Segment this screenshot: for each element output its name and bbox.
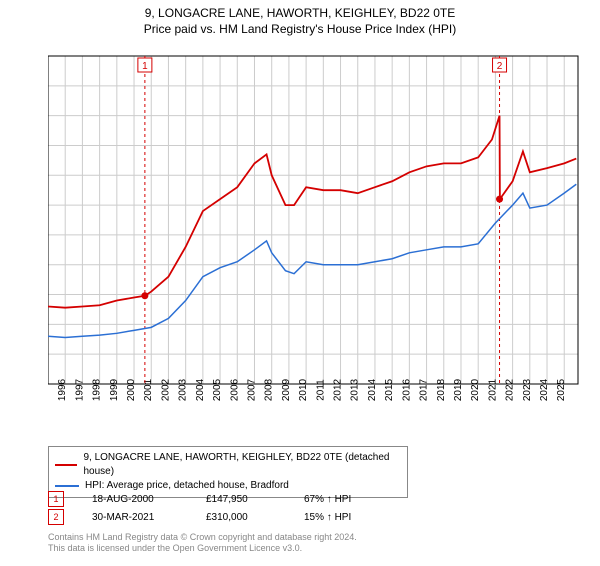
footer-line1: Contains HM Land Registry data © Crown c… (48, 532, 357, 543)
xtick-label: 2017 (419, 378, 430, 401)
xtick-label: 2007 (246, 378, 257, 401)
legend-swatch (55, 464, 77, 466)
sale-date: 18-AUG-2000 (92, 494, 178, 505)
footer: Contains HM Land Registry data © Crown c… (48, 532, 357, 554)
sale-price: £147,950 (206, 494, 276, 505)
chart-area: £0£50K£100K£150K£200K£250K£300K£350K£400… (48, 50, 584, 420)
legend-item: 9, LONGACRE LANE, HAWORTH, KEIGHLEY, BD2… (55, 451, 401, 479)
xtick-label: 2010 (298, 378, 309, 401)
marker-dot (141, 292, 148, 299)
xtick-label: 2006 (229, 378, 240, 401)
chart-container: 9, LONGACRE LANE, HAWORTH, KEIGHLEY, BD2… (0, 6, 600, 566)
sale-row: 1 18-AUG-2000 £147,950 67% ↑ HPI (48, 490, 351, 508)
xtick-label: 2025 (556, 378, 567, 401)
xtick-label: 2005 (212, 378, 223, 401)
marker-dot (496, 196, 503, 203)
sale-row: 2 30-MAR-2021 £310,000 15% ↑ HPI (48, 508, 351, 526)
xtick-label: 1996 (57, 378, 68, 401)
sale-marker: 1 (48, 491, 64, 507)
xtick-label: 2009 (281, 378, 292, 401)
xtick-label: 2016 (401, 378, 412, 401)
xtick-label: 2022 (505, 378, 516, 401)
sale-pct: 15% ↑ HPI (304, 512, 351, 523)
xtick-label: 2004 (195, 378, 206, 401)
xtick-label: 2008 (264, 378, 275, 401)
xtick-label: 2024 (539, 378, 550, 401)
sale-price: £310,000 (206, 512, 276, 523)
sale-pct: 67% ↑ HPI (304, 494, 351, 505)
xtick-label: 1998 (92, 378, 103, 401)
xtick-label: 2020 (470, 378, 481, 401)
chart-title: 9, LONGACRE LANE, HAWORTH, KEIGHLEY, BD2… (0, 6, 600, 20)
footer-line2: This data is licensed under the Open Gov… (48, 543, 357, 554)
legend-label: 9, LONGACRE LANE, HAWORTH, KEIGHLEY, BD2… (83, 451, 401, 479)
sale-date: 30-MAR-2021 (92, 512, 178, 523)
legend-swatch (55, 485, 79, 487)
xtick-label: 2021 (487, 378, 498, 401)
xtick-label: 1999 (109, 378, 120, 401)
xtick-label: 2000 (126, 378, 137, 401)
xtick-label: 2003 (178, 378, 189, 401)
xtick-label: 2018 (436, 378, 447, 401)
xtick-label: 2002 (160, 378, 171, 401)
xtick-label: 1997 (74, 378, 85, 401)
xtick-label: 2013 (350, 378, 361, 401)
xtick-label: 2015 (384, 378, 395, 401)
sales-table: 1 18-AUG-2000 £147,950 67% ↑ HPI 2 30-MAR-202… (48, 490, 351, 526)
chart-svg: £0£50K£100K£150K£200K£250K£300K£350K£400… (48, 50, 584, 420)
chart-subtitle: Price paid vs. HM Land Registry's House … (0, 22, 600, 36)
marker-label: 2 (497, 61, 503, 72)
xtick-label: 2011 (315, 379, 326, 401)
xtick-label: 2014 (367, 378, 378, 401)
marker-label: 1 (142, 61, 148, 72)
xtick-label: 2023 (522, 378, 533, 401)
xtick-label: 2012 (333, 378, 344, 401)
sale-marker: 2 (48, 509, 64, 525)
xtick-label: 2019 (453, 378, 464, 401)
